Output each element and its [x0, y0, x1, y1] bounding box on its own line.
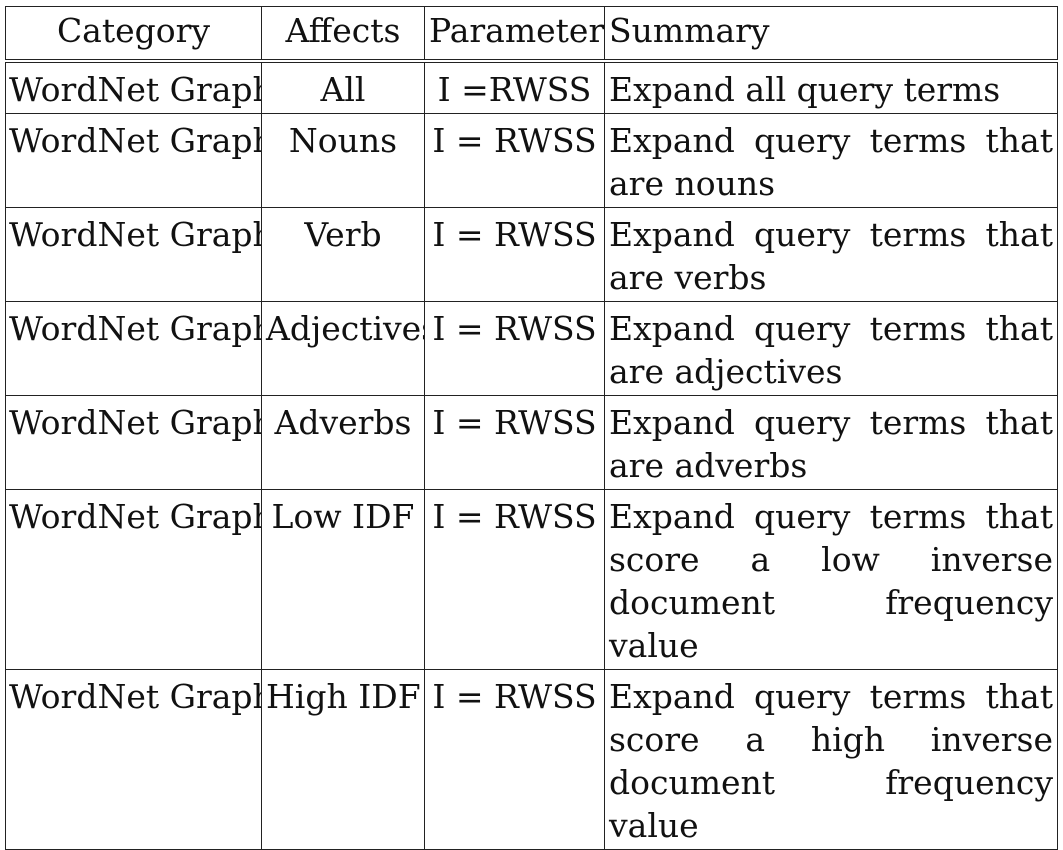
cell-category: WordNet Graph: [5, 669, 262, 850]
cell-affects: Adjectives: [261, 301, 425, 396]
table-header: Category Affects Parameters Summary: [5, 6, 1058, 62]
page: Category Affects Parameters Summary Word…: [5, 6, 1058, 850]
cell-affects: Low IDF: [261, 489, 425, 670]
table-row: WordNet Graph All I =RWSS Expand all que…: [5, 60, 1058, 114]
table-row: WordNet Graph Verb I = RWSS Expand query…: [5, 207, 1058, 302]
cell-category: WordNet Graph: [5, 489, 262, 670]
cell-parameters: I = RWSS: [424, 669, 605, 850]
table-row: WordNet Graph Nouns I = RWSS Expand quer…: [5, 113, 1058, 208]
cell-summary: Expand query terms that are verbs: [604, 207, 1058, 302]
cell-summary: Expand query terms that are nouns: [604, 113, 1058, 208]
cell-parameters: I = RWSS: [424, 207, 605, 302]
header-summary: Summary: [604, 6, 1058, 62]
cell-parameters: I = RWSS: [424, 395, 605, 490]
table-row: WordNet Graph Adverbs I = RWSS Expand qu…: [5, 395, 1058, 490]
cell-category: WordNet Graph: [5, 60, 262, 114]
cell-affects: All: [261, 60, 425, 114]
cell-summary: Expand query terms that score a low inve…: [604, 489, 1058, 670]
cell-category: WordNet Graph: [5, 301, 262, 396]
cell-parameters: I = RWSS: [424, 301, 605, 396]
cell-summary: Expand query terms that score a high inv…: [604, 669, 1058, 850]
header-affects: Affects: [261, 6, 425, 62]
cell-summary: Expand query terms that are adverbs: [604, 395, 1058, 490]
cell-parameters: I = RWSS: [424, 489, 605, 670]
cell-parameters: I =RWSS: [424, 60, 605, 114]
table-body: WordNet Graph All I =RWSS Expand all que…: [5, 60, 1058, 850]
cell-category: WordNet Graph: [5, 395, 262, 490]
header-row: Category Affects Parameters Summary: [5, 6, 1058, 62]
table-row: WordNet Graph Low IDF I = RWSS Expand qu…: [5, 489, 1058, 670]
cell-affects: Verb: [261, 207, 425, 302]
cell-parameters: I = RWSS: [424, 113, 605, 208]
cell-affects: Adverbs: [261, 395, 425, 490]
cell-category: WordNet Graph: [5, 113, 262, 208]
header-category: Category: [5, 6, 262, 62]
table-row: WordNet Graph Adjectives I = RWSS Expand…: [5, 301, 1058, 396]
cell-summary: Expand all query terms: [604, 60, 1058, 114]
cell-affects: High IDF: [261, 669, 425, 850]
cell-category: WordNet Graph: [5, 207, 262, 302]
cell-affects: Nouns: [261, 113, 425, 208]
header-parameters: Parameters: [424, 6, 605, 62]
expansion-methods-table: Category Affects Parameters Summary Word…: [5, 6, 1058, 850]
table-row: WordNet Graph High IDF I = RWSS Expand q…: [5, 669, 1058, 850]
cell-summary: Expand query terms that are adjectives: [604, 301, 1058, 396]
